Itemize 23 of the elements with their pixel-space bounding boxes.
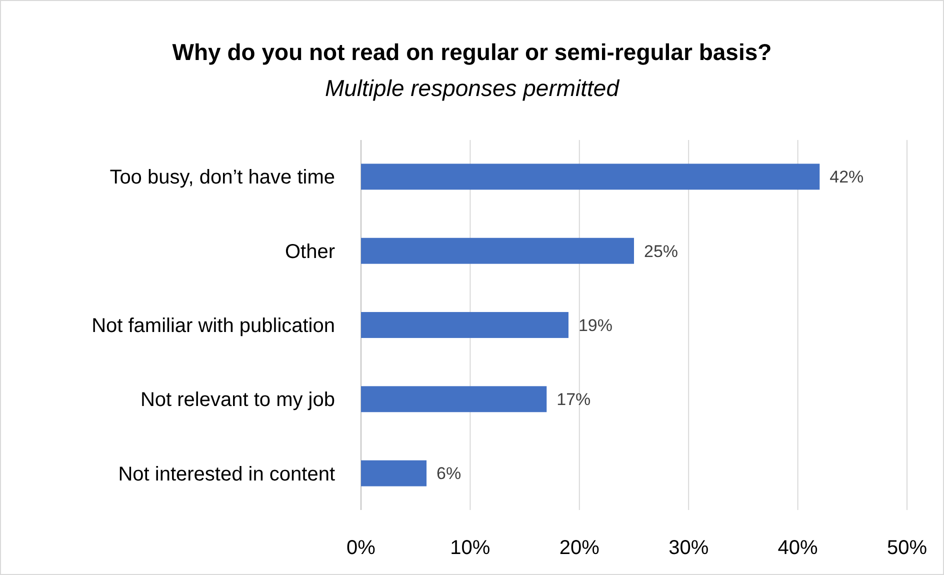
bar [361, 386, 547, 412]
y-tick-label: Not interested in content [118, 463, 336, 486]
data-label: 42% [830, 168, 864, 187]
data-label: 25% [644, 242, 678, 261]
data-label: 17% [556, 390, 591, 410]
bar [361, 312, 568, 338]
bar [361, 238, 634, 264]
x-tick-label: 10% [450, 537, 490, 559]
data-label: 6% [436, 464, 462, 484]
x-tick-label: 40% [778, 537, 818, 559]
data-label: 19% [578, 316, 613, 335]
y-tick-label: Not relevant to my job [140, 389, 335, 412]
x-tick-label: 20% [559, 537, 600, 559]
bar [361, 460, 427, 486]
y-tick-label: Not familiar with publication [92, 315, 335, 337]
y-tick-label: Too busy, don’t have time [110, 166, 335, 189]
chart-subtitle: Multiple responses permitted [324, 75, 620, 101]
chart-title: Why do you not read on regular or semi-regular basis? [172, 39, 772, 65]
bar [361, 164, 820, 190]
y-tick-label: Other [284, 240, 336, 263]
x-tick-label: 30% [668, 537, 709, 559]
x-tick-label: 0% [346, 537, 376, 559]
x-tick-label: 50% [886, 537, 928, 559]
